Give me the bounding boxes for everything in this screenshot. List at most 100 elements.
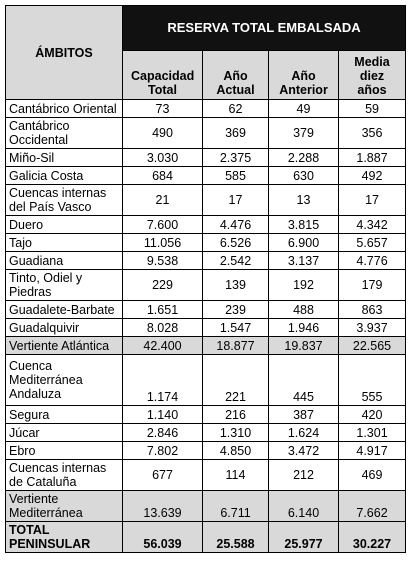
- cell-value: 179: [337, 269, 407, 301]
- cell-value: 2.288: [268, 148, 339, 167]
- cell-value: 492: [337, 166, 407, 185]
- cell-value: 4.342: [337, 215, 407, 234]
- cell-value: 445: [268, 354, 339, 406]
- cell-value: 1.624: [268, 423, 339, 442]
- header-row: Capacidad Total Año Actual Año Anterior Med…: [6, 50, 407, 100]
- cell-value: 212: [268, 459, 339, 491]
- cell-value: 1.547: [202, 318, 269, 337]
- cell-value: 469: [337, 459, 407, 491]
- cell-value: 18.877: [202, 336, 269, 355]
- cell-value: 490: [122, 117, 203, 149]
- cell-value: 7.802: [122, 441, 203, 460]
- cell-value: 488: [268, 300, 339, 319]
- cell-value: 7.600: [122, 215, 203, 234]
- cell-value: 369: [202, 117, 269, 149]
- column-header: Capacidad Total: [122, 50, 203, 100]
- row-label: Cantábrico Oriental: [5, 99, 123, 118]
- cell-value: 21: [122, 184, 203, 216]
- cell-value: 1.301: [337, 423, 407, 442]
- cell-value: 3.815: [268, 215, 339, 234]
- table-row: Vertiente Mediterránea 13.639 6.711 6.140 7.…: [5, 490, 407, 522]
- cell-value: 13: [268, 184, 339, 216]
- cell-value: 229: [122, 269, 203, 301]
- cell-value: 1.651: [122, 300, 203, 319]
- cell-value: 239: [202, 300, 269, 319]
- cell-value: 6.711: [202, 490, 269, 522]
- cell-value: 379: [268, 117, 339, 149]
- cell-value: 4.776: [337, 251, 407, 270]
- cell-value: 62: [202, 99, 269, 118]
- cell-value: 4.476: [202, 215, 269, 234]
- cell-value: 677: [122, 459, 203, 491]
- row-label: Segura: [5, 405, 123, 424]
- cell-value: 9.538: [122, 251, 203, 270]
- table-row: Cantábrico Occidental 490 369 379 356: [5, 117, 407, 149]
- cell-value: 356: [337, 117, 407, 149]
- row-label: Duero: [5, 215, 123, 234]
- cell-value: 5.657: [337, 233, 407, 252]
- cell-value: 2.846: [122, 423, 203, 442]
- cell-value: 221: [202, 354, 269, 406]
- cell-value: 4.850: [202, 441, 269, 460]
- row-label: Cuencas internas de Cataluña: [5, 459, 123, 491]
- cell-value: 19.837: [268, 336, 339, 355]
- cell-value: 114: [202, 459, 269, 491]
- column-header: Año Actual: [202, 50, 269, 100]
- cell-value: 2.542: [202, 251, 269, 270]
- cell-value: 25.977: [268, 521, 339, 553]
- cell-value: 56.039: [122, 521, 203, 553]
- table-row: Galicia Costa 684 585 630 492: [5, 166, 407, 185]
- row-header: ÁMBITOS: [5, 5, 123, 100]
- cell-value: 555: [337, 354, 407, 406]
- cell-value: 630: [268, 166, 339, 185]
- cell-value: 1.946: [268, 318, 339, 337]
- cell-value: 420: [337, 405, 407, 424]
- row-label: Cuenca Mediterránea Andaluza: [5, 354, 123, 406]
- cell-value: 22.565: [337, 336, 407, 355]
- cell-value: 1.310: [202, 423, 269, 442]
- table-row: Ebro 7.802 4.850 3.472 4.917: [5, 441, 407, 460]
- row-label: Miño-Sil: [5, 148, 123, 167]
- cell-value: 139: [202, 269, 269, 301]
- cell-value: 3.137: [268, 251, 339, 270]
- cell-value: 7.662: [337, 490, 407, 522]
- row-label: TOTAL PENINSULAR: [5, 521, 123, 553]
- cell-value: 4.917: [337, 441, 407, 460]
- cell-value: 1.174: [122, 354, 203, 406]
- header-row: ÁMBITOS RESERVA TOTAL EMBALSADA: [5, 5, 407, 100]
- cell-value: 17: [337, 184, 407, 216]
- cell-value: 8.028: [122, 318, 203, 337]
- cell-value: 6.140: [268, 490, 339, 522]
- cell-value: 59: [337, 99, 407, 118]
- cell-value: 3.030: [122, 148, 203, 167]
- table-row: Cuencas internas del País Vasco 21 17 13 17: [5, 184, 407, 216]
- row-label: Vertiente Atlántica: [5, 336, 123, 355]
- cell-value: 30.227: [337, 521, 407, 553]
- table-row: Guadalquivir 8.028 1.547 1.946 3.937: [5, 318, 407, 337]
- row-label: Galicia Costa: [5, 166, 123, 185]
- cell-value: 3.472: [268, 441, 339, 460]
- table-row: Segura 1.140 216 387 420: [5, 405, 407, 424]
- cell-value: 1.140: [122, 405, 203, 424]
- column-header: Media diez años: [337, 50, 407, 100]
- column-header: Año Anterior: [268, 50, 339, 100]
- group-header: RESERVA TOTAL EMBALSADA: [121, 5, 407, 51]
- table-row: Vertiente Atlántica 42.400 18.877 19.837 22.…: [5, 336, 407, 355]
- cell-value: 1.887: [337, 148, 407, 167]
- cell-value: 17: [202, 184, 269, 216]
- cell-value: 6.900: [268, 233, 339, 252]
- cell-value: 25.588: [202, 521, 269, 553]
- table-row: Tinto, Odiel y Piedras 229 139 192 179: [5, 269, 407, 301]
- cell-value: 192: [268, 269, 339, 301]
- table-row: Duero 7.600 4.476 3.815 4.342: [5, 215, 407, 234]
- table-row: Tajo 11.056 6.526 6.900 5.657: [5, 233, 407, 252]
- cell-value: 585: [202, 166, 269, 185]
- cell-value: 6.526: [202, 233, 269, 252]
- cell-value: 73: [122, 99, 203, 118]
- table-row: Cantábrico Oriental 73 62 49 59: [5, 99, 407, 118]
- cell-value: 42.400: [122, 336, 203, 355]
- row-label: Tajo: [5, 233, 123, 252]
- cell-value: 3.937: [337, 318, 407, 337]
- cell-value: 684: [122, 166, 203, 185]
